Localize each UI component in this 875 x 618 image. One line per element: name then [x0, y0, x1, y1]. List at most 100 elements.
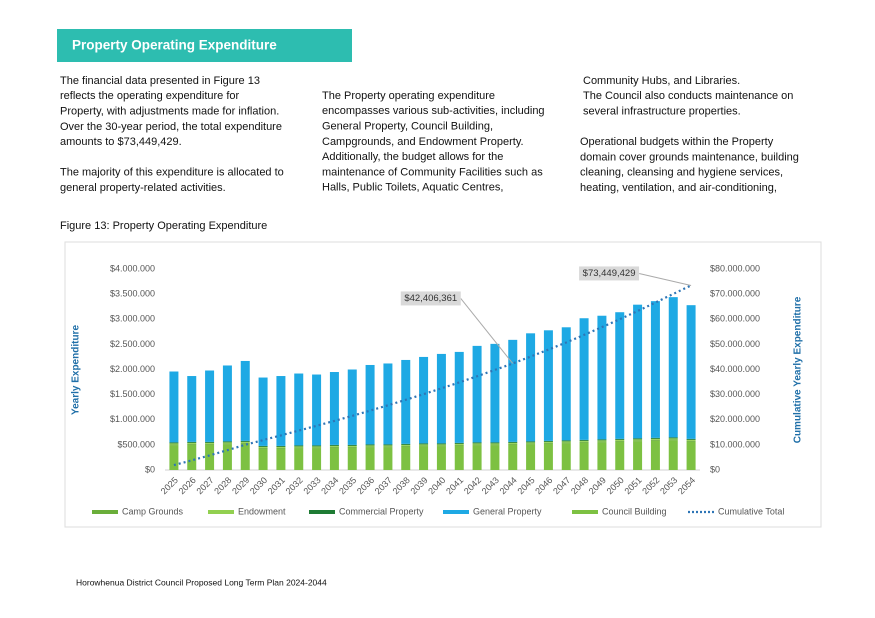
bar-segment [294, 445, 304, 447]
bar-segment [187, 376, 197, 442]
y2-tick-label: $70.000.000 [710, 289, 760, 299]
bar-segment [597, 439, 607, 441]
bar-segment [365, 444, 375, 446]
bar-segment [329, 445, 339, 447]
body-text: maintenance of Community Facilities such… [322, 166, 543, 178]
y2-tick-label: $40.000.000 [710, 364, 760, 374]
bar-segment [276, 447, 286, 449]
legend-label: General Property [473, 506, 542, 516]
bar-segment [579, 439, 589, 441]
body-text: The financial data presented in Figure 1… [60, 75, 260, 87]
y-axis-title: Yearly Expenditure [71, 325, 82, 415]
body-text: Additionally, the budget allows for the [322, 151, 503, 163]
body-text: cleaning, cleansing and hygiene services… [580, 167, 783, 179]
bar-segment [383, 363, 393, 445]
bar-segment [543, 443, 553, 470]
bar-segment [187, 441, 197, 443]
figure-caption: Figure 13: Property Operating Expenditur… [60, 220, 267, 232]
bar-segment [436, 353, 446, 444]
bar-segment [419, 444, 429, 446]
bar-segment [169, 371, 179, 443]
y-tick-label: $3.000.000 [110, 314, 155, 324]
bar-segment [205, 443, 215, 445]
bar-segment [454, 444, 464, 446]
bar-segment [240, 440, 250, 442]
bar-segment [436, 446, 446, 470]
body-text: Operational budgets within the Property [580, 136, 774, 148]
footer-text: Horowhenua District Council Proposed Lon… [76, 577, 327, 587]
bar-segment [401, 359, 411, 444]
bar-segment [615, 440, 625, 442]
bar-segment [526, 444, 536, 470]
data-label: $42,406,361 [404, 293, 457, 304]
bar-segment [454, 442, 464, 444]
bar-segment [276, 376, 286, 446]
bar-segment [187, 443, 197, 445]
bar-segment [615, 439, 625, 441]
bar-segment [312, 445, 322, 447]
bar-segment [454, 351, 464, 443]
body-text: Campgrounds, and Endowment Property. [322, 136, 524, 148]
bar-segment [294, 448, 304, 470]
bar-segment [561, 327, 571, 441]
bar-segment [329, 446, 339, 448]
y-tick-label: $3.500.000 [110, 289, 155, 299]
body-text: Halls, Public Toilets, Aquatic Centres, [322, 182, 503, 194]
bar-segment [543, 440, 553, 442]
bar-segment [205, 442, 215, 444]
bar-segment [294, 447, 304, 449]
bar-segment [597, 440, 607, 442]
bar-segment [436, 444, 446, 446]
bar-segment [329, 447, 339, 470]
body-text: Over the 30-year period, the total expen… [60, 121, 282, 133]
bar-segment [365, 445, 375, 447]
bar-segment [329, 372, 339, 445]
bar-segment [686, 438, 696, 440]
bar-segment [258, 446, 268, 448]
bar-segment [436, 445, 446, 447]
bar-segment [633, 439, 643, 441]
bar-segment [561, 443, 571, 470]
header-title: Property Operating Expenditure [72, 38, 277, 53]
bar-segment [526, 442, 536, 444]
bar-segment [561, 442, 571, 444]
body-text: general property-related activities. [60, 182, 226, 194]
bar-segment [347, 445, 357, 447]
bar-segment [347, 447, 357, 470]
bar-segment [508, 441, 518, 443]
bar-segment [472, 442, 482, 444]
bar-segment [205, 441, 215, 443]
bar-segment [650, 437, 660, 439]
bar-segment [508, 339, 518, 442]
data-label: $73,449,429 [583, 268, 636, 279]
body-text: Property, with adjustments made for infl… [60, 106, 279, 118]
bar-segment [633, 440, 643, 442]
bar-segment [365, 446, 375, 448]
y-tick-label: $500.000 [117, 439, 155, 449]
bar-segment [650, 301, 660, 438]
y2-tick-label: $60.000.000 [710, 314, 760, 324]
bar-segment [597, 442, 607, 470]
bar-segment [187, 442, 197, 444]
bar-segment [526, 441, 536, 443]
bar-segment [650, 440, 660, 470]
callout-box [579, 266, 640, 281]
bar-segment [294, 446, 304, 448]
bar-segment [347, 446, 357, 448]
bar-segment [258, 445, 268, 447]
bar-segment [668, 439, 678, 441]
bar-segment [222, 441, 232, 443]
y-tick-label: $1.000.000 [110, 414, 155, 424]
bar-segment [561, 440, 571, 442]
bar-segment [401, 443, 411, 445]
bar-segment [276, 448, 286, 470]
bar-segment [579, 442, 589, 470]
bar-segment [526, 443, 536, 445]
y-tick-label: $2.500.000 [110, 339, 155, 349]
bar-segment [276, 446, 286, 448]
bar-segment [419, 446, 429, 470]
bar-segment [454, 443, 464, 445]
bar-segment [543, 442, 553, 444]
